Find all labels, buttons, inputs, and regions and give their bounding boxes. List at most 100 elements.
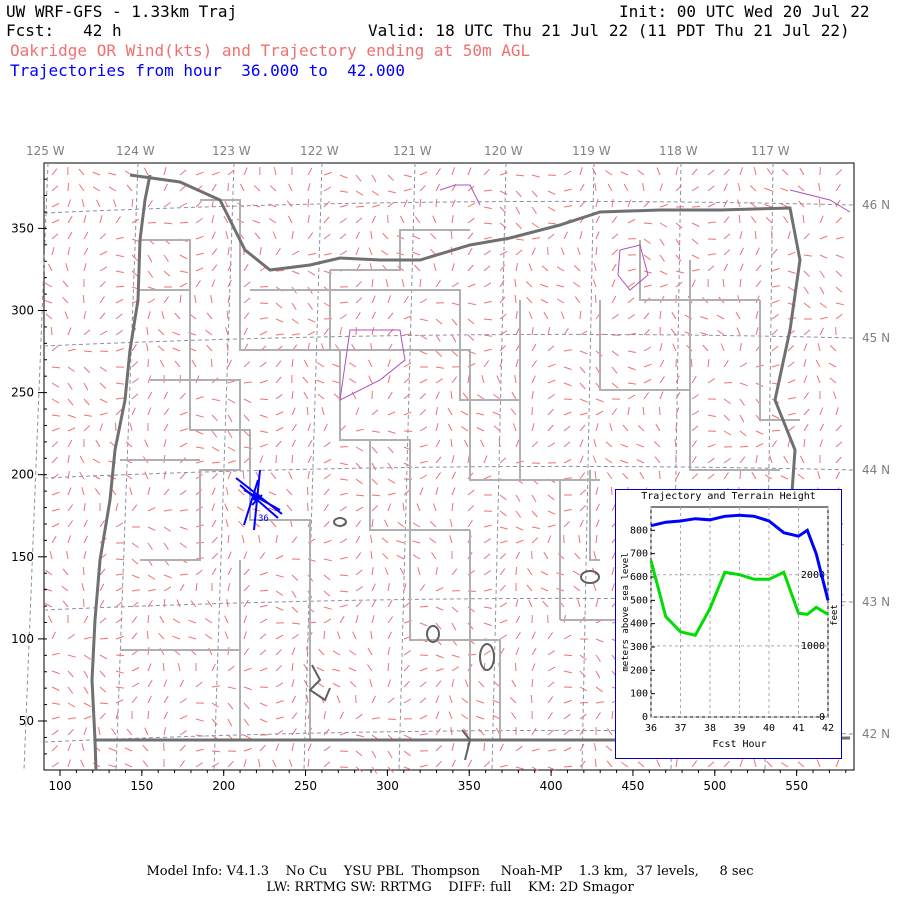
wind-barb (595, 231, 600, 240)
wind-barb (195, 414, 204, 418)
wind-barb (435, 587, 444, 592)
wind-barb (592, 455, 597, 464)
wind-barb (531, 441, 539, 448)
wind-barb (227, 471, 232, 480)
wind-barb (211, 183, 217, 192)
wind-barb (275, 248, 281, 256)
wind-barb (163, 695, 169, 704)
wind-barb (722, 279, 725, 288)
wind-barb (243, 312, 250, 320)
wind-barb (573, 281, 581, 288)
valid-time: Valid: 18 UTC Thu 21 Jul 22 (11 PDT Thu … (368, 21, 850, 40)
wind-barb (655, 423, 661, 432)
wind-barb (275, 411, 284, 416)
wind-barb (451, 759, 456, 768)
wind-barb (483, 168, 490, 176)
wind-barb (211, 536, 218, 544)
wind-barb (384, 567, 389, 576)
wind-barb (595, 758, 597, 768)
wind-barb (62, 280, 69, 288)
wind-barb (188, 636, 197, 640)
wind-barb (416, 503, 421, 512)
wind-barb (225, 231, 229, 240)
wind-barb (195, 430, 204, 435)
wind-barb (622, 472, 629, 480)
wind-barb (429, 537, 437, 544)
wind-barb (99, 412, 108, 416)
wind-barb (113, 199, 117, 208)
wind-barb (739, 470, 741, 480)
wind-barb (476, 715, 485, 720)
wind-barb (643, 222, 653, 225)
wind-barb (355, 205, 365, 208)
wind-barb (691, 473, 699, 480)
wind-barb (787, 379, 796, 384)
wind-barb (560, 311, 565, 320)
wind-barb (803, 392, 810, 400)
wind-barb (44, 588, 53, 592)
wind-barb (291, 250, 300, 256)
wind-barb (243, 718, 250, 726)
wind-barb (268, 491, 277, 496)
wind-barb (691, 206, 701, 208)
wind-barb (67, 199, 72, 208)
wind-barb (739, 167, 743, 176)
wind-barb (339, 478, 348, 481)
wind-barb (163, 526, 171, 532)
wind-barb (563, 713, 571, 720)
wind-barb (700, 332, 709, 336)
wind-barb (739, 398, 746, 406)
trajectory-hour-label: 36 (258, 514, 269, 524)
wind-barb (803, 408, 810, 416)
wind-barb (819, 439, 824, 448)
longitude-line (581, 162, 595, 771)
model-info-line2: LW: RRTMG SW: RRTMG DIFF: full KM: 2D Sm… (266, 880, 634, 895)
wind-barb (419, 733, 428, 736)
wind-barb (707, 414, 716, 418)
wind-barb (829, 377, 837, 384)
wind-barb (540, 587, 549, 592)
wind-barb (371, 519, 374, 528)
wind-barb (163, 202, 171, 208)
wind-barb (291, 359, 294, 368)
wind-barb (387, 631, 392, 640)
wind-barb (627, 282, 635, 288)
wind-barb (499, 602, 508, 608)
wind-barb (531, 423, 535, 432)
wind-barb (419, 318, 428, 322)
wind-barb (515, 238, 524, 241)
wind-barb (129, 423, 133, 432)
wind-barb (478, 680, 485, 688)
wind-barb (99, 312, 106, 320)
wind-barb (142, 760, 149, 768)
wind-barb (627, 297, 635, 304)
wind-barb (206, 312, 213, 320)
wind-barb (755, 443, 764, 448)
wind-barb (205, 618, 213, 624)
wind-barb (611, 486, 613, 496)
wind-barb (835, 424, 842, 432)
wind-barb (620, 459, 629, 464)
wind-barb (620, 443, 629, 448)
wind-barb (483, 236, 492, 240)
wind-barb (51, 702, 60, 705)
wind-barb (115, 635, 124, 640)
wind-barb (819, 423, 825, 432)
wind-barb (291, 391, 294, 400)
inset-x-tick: 38 (704, 723, 716, 734)
wind-barb (499, 743, 504, 752)
wind-barb (515, 615, 521, 624)
wind-barb (611, 350, 619, 357)
wind-barb (352, 631, 357, 640)
wind-barb (371, 204, 380, 208)
wind-barb (499, 540, 508, 544)
wind-barb (556, 284, 565, 288)
wind-barb (606, 728, 613, 736)
wind-barb (579, 231, 583, 240)
wind-barb (499, 526, 508, 530)
wind-barb (579, 472, 586, 480)
wind-barb (142, 744, 149, 752)
wind-barb (781, 169, 789, 176)
wind-barb (99, 583, 105, 592)
wind-barb (67, 633, 75, 640)
